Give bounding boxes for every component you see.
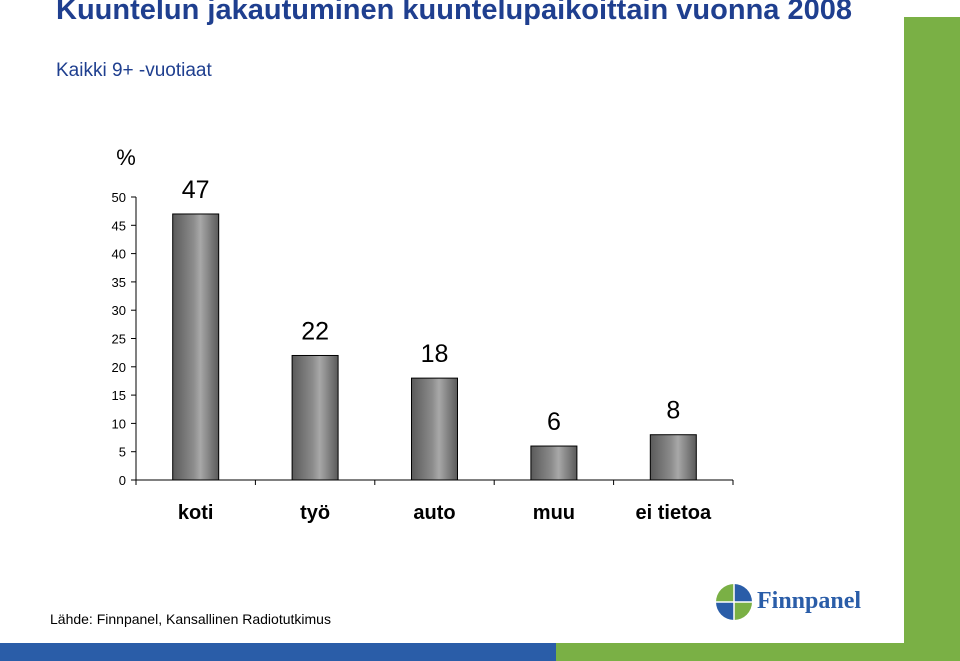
bar-auto [411,377,458,481]
x-tick-label: koti [178,502,214,524]
y-tick-label: 35 [112,275,126,290]
y-tick-label: 25 [112,332,126,347]
chart-subtitle: Kaikki 9+ -vuotiaat [56,60,212,81]
y-axis-unit-label: % [116,145,136,170]
y-tick-label: 0 [119,473,126,488]
y-tick-label: 50 [112,190,126,205]
stripe-green-segment [556,643,904,661]
y-tick-label: 30 [112,303,126,318]
data-label: 6 [547,408,561,436]
y-tick-label: 20 [112,360,126,375]
data-label: 18 [421,340,449,368]
x-tick-label: auto [413,502,455,524]
data-label: 8 [666,397,680,425]
x-tick-label: muu [533,502,575,524]
bar-muu [530,445,578,481]
y-tick-label: 10 [112,416,126,431]
y-tick-label: 40 [112,247,126,262]
data-label: 47 [182,176,210,204]
source-note: Lähde: Finnpanel, Kansallinen Radiotutki… [50,611,331,627]
bar-työ [291,354,339,481]
x-tick-label: työ [300,502,330,524]
finnpanel-logo-text: Finnpanel [757,588,862,614]
data-label: 22 [301,317,329,345]
finnpanel-logo-icon [716,584,752,620]
y-tick-label: 45 [112,218,126,233]
stripe-blue-segment [0,643,556,661]
decorative-bottom-stripe [0,643,904,661]
y-tick-label: 15 [112,388,126,403]
x-tick-label: ei tietoa [636,502,712,524]
bar-koti [172,213,220,481]
bar-ei-tietoa [649,434,697,481]
decorative-green-bar [904,17,960,661]
y-tick-label: 5 [119,445,126,460]
chart-title: Kuuntelun jakautuminen kuuntelupaikoitta… [56,0,852,25]
chart-title-text: Kuuntelun jakautuminen kuuntelupaikoitta… [56,0,852,26]
